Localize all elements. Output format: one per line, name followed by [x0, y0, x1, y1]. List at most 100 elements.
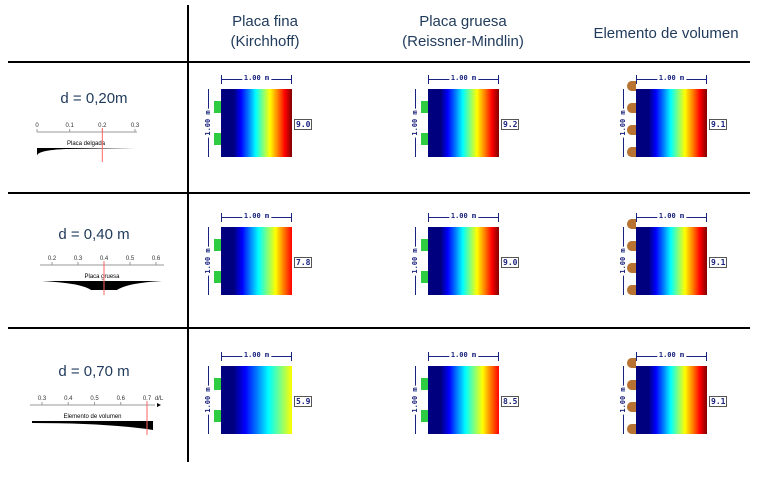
contour-plot [428, 227, 499, 295]
support-icon [627, 380, 636, 390]
scale-tick-label: 0.5 [126, 256, 135, 262]
dimension-width: 1.00 m [428, 212, 499, 222]
max-value-label: 5.9 [294, 396, 313, 407]
region-label: Elemento de volumen [63, 414, 121, 420]
max-value-label: 8.5 [501, 396, 520, 407]
contour-plot [221, 89, 292, 157]
scale-tick-label: 0.4 [100, 256, 109, 262]
dimension-tick [428, 75, 429, 84]
dimension-label: 1.00 m [448, 74, 479, 82]
dimension-label: 1.00 m [619, 108, 627, 138]
scale-tick-label: 0.4 [64, 396, 73, 402]
line-support-icon [214, 410, 221, 422]
line-support-icon [421, 101, 428, 113]
contour-plot [428, 366, 499, 434]
header-line: (Kirchhoff) [230, 33, 300, 50]
dimension-width: 1.00 m [428, 74, 499, 84]
support-icon [627, 103, 636, 113]
scale-tick-label: 0.6 [117, 396, 126, 402]
dimension-tick [636, 352, 637, 361]
applicability-shape [42, 281, 162, 290]
dimension-tick [221, 75, 222, 84]
line-support-icon [421, 133, 428, 145]
thickness-scale: 0 0.1 0.2 0.3 Placa delgada [35, 123, 140, 162]
line-support-icon [421, 239, 428, 251]
dimension-tick [636, 75, 637, 84]
contour-plot [636, 366, 707, 434]
result-plot: 1.00 m 1.00 m 9.0 [196, 65, 313, 165]
result-plot: 1.00 m 1.00 m 9.1 [611, 342, 728, 442]
row-divider [8, 192, 750, 194]
support-icon [627, 81, 636, 91]
result-plot: 1.00 m 1.00 m 8.5 [403, 342, 520, 442]
line-support-icon [421, 271, 428, 283]
line-support-icon [214, 101, 221, 113]
contour-plot [636, 89, 707, 157]
dimension-width: 1.00 m [221, 74, 292, 84]
dimension-height: 1.00 m [204, 227, 212, 295]
dimension-tick [498, 213, 499, 222]
dimension-tick [291, 75, 292, 84]
contour-plot [636, 227, 707, 295]
arrow-icon [157, 403, 161, 407]
scale-tick-label: 0.7 [143, 396, 152, 402]
header-reissner-mindlin: Placa gruesa (Reissner-Mindlin) [363, 12, 563, 52]
thickness-label: d = 0,70 m [58, 363, 130, 380]
dimension-tick [706, 352, 707, 361]
max-value-label: 9.0 [501, 257, 520, 268]
dimension-tick [221, 352, 222, 361]
dimension-tick [291, 213, 292, 222]
dimension-height: 1.00 m [411, 366, 419, 434]
scale-tick-label: 0.1 [65, 123, 74, 129]
dimension-label: 1.00 m [448, 351, 479, 359]
support-icon [627, 285, 636, 295]
result-plot: 1.00 m 1.00 m 9.2 [403, 65, 520, 165]
row-divider [8, 61, 750, 63]
thickness-label: d = 0,40 m [58, 226, 130, 243]
dimension-label: 1.00 m [204, 108, 212, 138]
max-value-label: 9.1 [709, 257, 728, 268]
line-support-icon [421, 378, 428, 390]
header-line: Elemento de volumen [593, 25, 739, 42]
support-icon [627, 358, 636, 368]
dimension-label: 1.00 m [619, 385, 627, 415]
max-value-label: 9.1 [709, 396, 728, 407]
dimension-label: 1.00 m [204, 385, 212, 415]
result-plot: 1.00 m 1.00 m 7.8 [196, 203, 313, 303]
contour-plot [221, 227, 292, 295]
line-support-icon [214, 378, 221, 390]
support-icon [627, 424, 636, 434]
result-plot: 1.00 m 1.00 m 9.1 [611, 203, 728, 303]
scale-tick-label: 0.2 [98, 123, 107, 129]
dimension-width: 1.00 m [636, 351, 707, 361]
dimension-label: 1.00 m [656, 351, 687, 359]
dimension-height: 1.00 m [619, 227, 627, 295]
dimension-label: 1.00 m [241, 212, 272, 220]
dimension-height: 1.00 m [204, 89, 212, 157]
dimension-width: 1.00 m [428, 351, 499, 361]
dimension-tick [498, 75, 499, 84]
row-divider [8, 327, 750, 329]
applicability-shape [32, 421, 153, 430]
region-label: Placa gruesa [84, 274, 120, 280]
line-support-icon [421, 410, 428, 422]
header-line: Placa gruesa [419, 13, 507, 30]
scale-tick-label: 0.3 [38, 396, 47, 402]
result-plot: 1.00 m 1.00 m 9.1 [611, 65, 728, 165]
max-value-label: 9.2 [501, 119, 520, 130]
support-icon [627, 125, 636, 135]
dimension-width: 1.00 m [636, 74, 707, 84]
dimension-label: 1.00 m [411, 108, 419, 138]
header-line: Placa fina [232, 13, 298, 30]
dimension-tick [498, 352, 499, 361]
dimension-label: 1.00 m [411, 246, 419, 276]
dimension-height: 1.00 m [204, 366, 212, 434]
dimension-tick [636, 213, 637, 222]
dimension-height: 1.00 m [619, 89, 627, 157]
dimension-height: 1.00 m [619, 366, 627, 434]
result-plot: 1.00 m 1.00 m 5.9 [196, 342, 313, 442]
support-icon [627, 402, 636, 412]
dimension-label: 1.00 m [204, 246, 212, 276]
dimension-height: 1.00 m [411, 227, 419, 295]
header-kirchhoff: Placa fina (Kirchhoff) [165, 12, 365, 52]
